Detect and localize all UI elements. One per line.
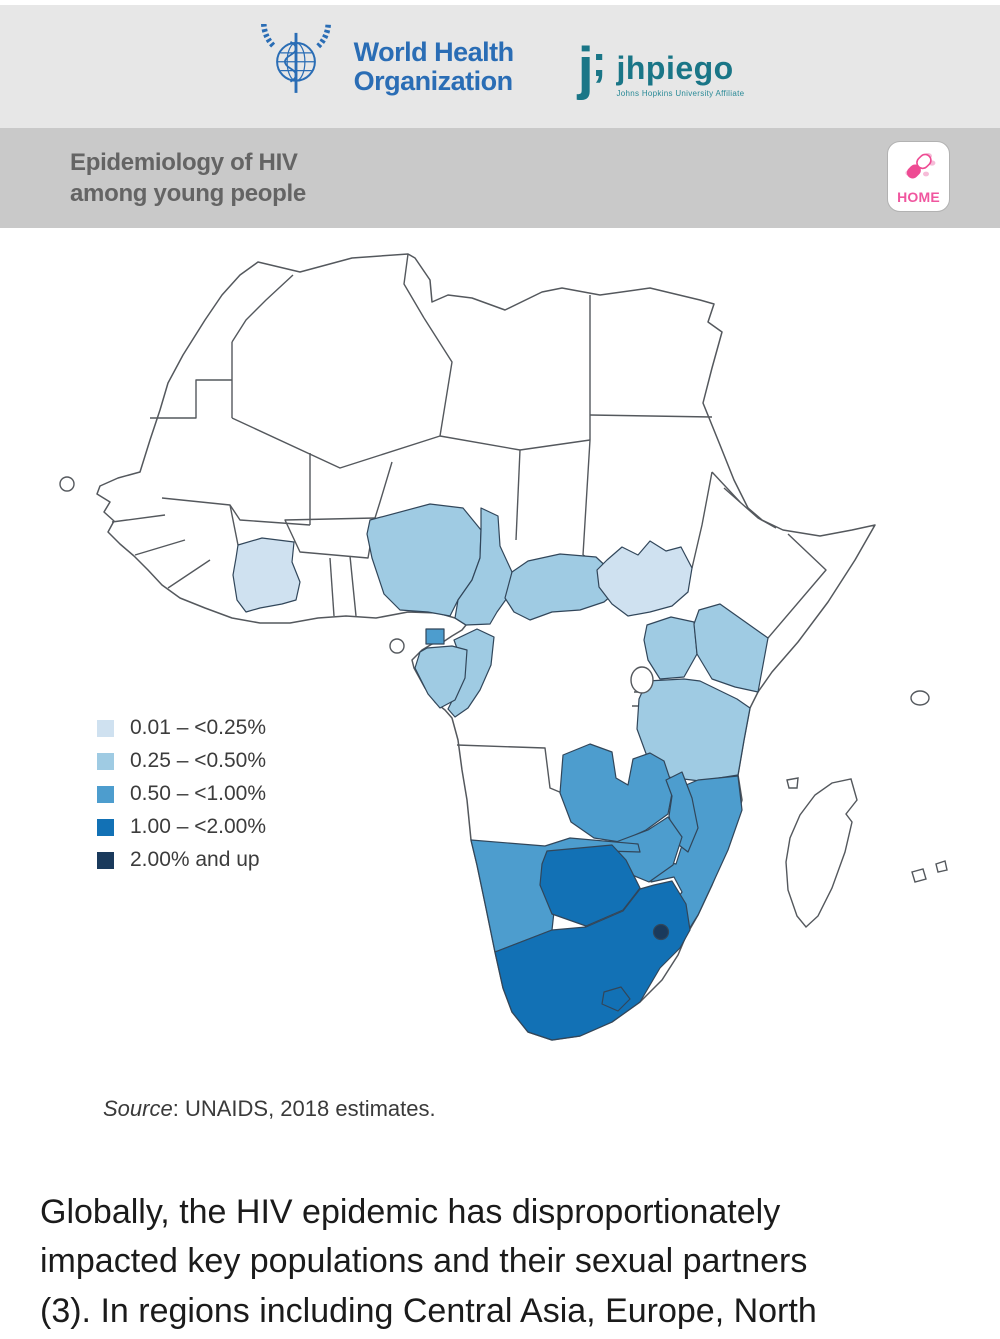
- country-tanzania: [636, 678, 751, 782]
- country-equatorial-guinea: [425, 628, 445, 645]
- who-wordmark-line1: World Health: [353, 37, 515, 68]
- source-label: Source: [103, 1096, 173, 1121]
- home-button[interactable]: HOME: [887, 141, 950, 212]
- jhpiego-wordmark: jhpiego Johns Hopkins University Affilia…: [616, 42, 744, 98]
- island-nw: [59, 476, 75, 492]
- madagascar: [785, 778, 858, 929]
- country-gabon: [414, 645, 468, 709]
- country-south-africa: [494, 880, 691, 1041]
- africa-choropleth-map: [59, 253, 948, 1041]
- logo-header: World Health Organization j; jhpiego Joh…: [0, 0, 1000, 128]
- country-botswana: [539, 844, 641, 927]
- country-zambia: [559, 743, 674, 843]
- paragraph-line1: Globally, the HIV epidemic has dispropor…: [40, 1193, 781, 1231]
- paragraph-line2: impacted key populations and their sexua…: [40, 1242, 808, 1281]
- map-legend: 0.01 – <0.25% 0.25 – <0.50% 0.50 – <1.00% 1…: [97, 716, 267, 871]
- jhpiego-name: jhpiego: [616, 49, 734, 86]
- jhpiego-tagline: Johns Hopkins University Affiliate: [616, 88, 745, 98]
- who-wordmark-line2: Organization: [353, 65, 514, 96]
- water-and-islands: [59, 476, 948, 929]
- legend-swatch: [97, 785, 114, 803]
- legend-swatch: [97, 818, 114, 836]
- island-bioko: [389, 638, 405, 654]
- jhpiego-mark-icon: j;: [577, 35, 607, 101]
- page-title: Epidemiology of HIV among young people: [0, 147, 306, 209]
- page-title-line1: Epidemiology of HIV: [70, 148, 298, 176]
- who-wordmark: World Health Organization: [353, 37, 515, 96]
- legend-item: 0.01 – <0.25%: [97, 716, 267, 739]
- legend-label: 0.01 – <0.25%: [130, 716, 267, 739]
- island-small-2: [911, 868, 927, 883]
- country-south-sudan: [596, 540, 693, 617]
- colored-countries: [232, 503, 769, 1041]
- paragraph-line3: (3). In regions including Central Asia, …: [40, 1291, 817, 1330]
- country-cameroon: [454, 507, 513, 626]
- legend-swatch: [97, 851, 114, 869]
- lake-victoria: [630, 666, 654, 694]
- legend-item: 1.00 – <2.00%: [97, 815, 267, 838]
- country-kenya: [693, 603, 769, 693]
- legend-label: 0.25 – <0.50%: [130, 749, 267, 772]
- map-source: Source: UNAIDS, 2018 estimates.: [103, 1096, 1000, 1122]
- who-logo: World Health Organization: [256, 0, 515, 109]
- home-button-label: HOME: [897, 188, 940, 205]
- legend-item: 0.25 – <0.50%: [97, 749, 267, 772]
- legend-swatch: [97, 752, 114, 770]
- body-paragraph: Globally, the HIV epidemic has dispropor…: [40, 1188, 964, 1336]
- title-banner: Epidemiology of HIV among young people: [0, 128, 1000, 228]
- country-lesotho: [601, 986, 631, 1012]
- legend-item: 0.50 – <1.00%: [97, 782, 267, 805]
- legend-label: 0.50 – <1.00%: [130, 782, 267, 805]
- who-emblem-icon: [256, 0, 336, 109]
- island-comoros: [910, 690, 930, 706]
- legend-item: 2.00% and up: [97, 848, 266, 871]
- country-cote-divoire: [232, 537, 301, 613]
- country-nigeria: [366, 503, 482, 617]
- map-section: 0.01 – <0.25% 0.25 – <0.50% 0.50 – <1.00% 1…: [0, 240, 1000, 1092]
- country-uganda: [643, 616, 698, 680]
- source-text: : UNAIDS, 2018 estimates.: [172, 1096, 436, 1121]
- pill-icon: [901, 149, 937, 188]
- page-title-line2: among young people: [70, 180, 306, 207]
- legend-label: 1.00 – <2.00%: [130, 815, 267, 838]
- country-eswatini: [652, 923, 670, 941]
- island-small-1: [786, 777, 799, 789]
- jhpiego-logo: j; jhpiego Johns Hopkins University Affi…: [578, 36, 745, 98]
- interior-borders: [111, 253, 827, 794]
- island-small-3: [935, 860, 948, 873]
- legend-swatch: [97, 719, 114, 737]
- legend-label: 2.00% and up: [130, 848, 260, 871]
